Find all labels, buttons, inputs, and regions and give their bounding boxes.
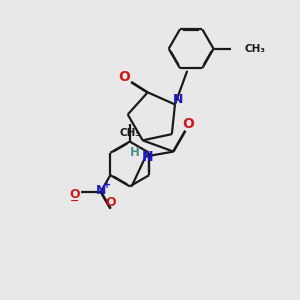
Text: H: H: [130, 146, 140, 159]
Text: N: N: [142, 149, 154, 164]
Text: N: N: [95, 184, 106, 197]
Text: +: +: [103, 180, 111, 190]
Text: N: N: [173, 94, 183, 106]
Text: CH₃: CH₃: [119, 128, 140, 138]
Text: CH₃: CH₃: [245, 44, 266, 54]
Text: O: O: [118, 70, 130, 84]
Text: O: O: [182, 117, 194, 131]
Text: O: O: [105, 196, 116, 209]
Text: O: O: [69, 188, 80, 202]
Text: −: −: [70, 196, 80, 206]
